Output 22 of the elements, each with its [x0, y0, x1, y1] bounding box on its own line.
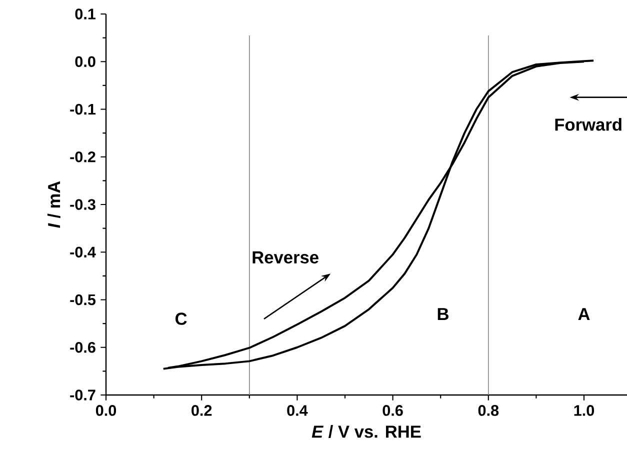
y-tick-label: -0.1 — [70, 104, 96, 115]
annotation: A — [578, 308, 590, 320]
y-tick-label: -0.7 — [70, 390, 96, 400]
annotation: B — [438, 308, 448, 320]
annotation: Forward — [555, 118, 622, 131]
y-tick-label: -0.6 — [70, 342, 96, 353]
y-tick-label: -0.2 — [70, 151, 96, 162]
x-tick-label: 0.6 — [382, 405, 403, 416]
y-tick-label: -0.4 — [70, 246, 96, 258]
y-tick-label: 0.1 — [75, 8, 96, 20]
x-tick-label: 1.0 — [574, 405, 594, 416]
annotation: C — [176, 312, 187, 325]
x-tick-label: 0.8 — [478, 405, 499, 416]
annotation: Reverse — [252, 251, 318, 264]
y-tick-label: 0.0 — [75, 56, 96, 68]
y-tick-label: -0.5 — [70, 294, 96, 306]
x-axis-title: E / V vs. RHE — [312, 425, 421, 438]
x-tick-label: 0.2 — [192, 405, 212, 416]
y-tick-label: -0.3 — [70, 199, 96, 210]
x-tick-label: 0.4 — [287, 405, 308, 416]
x-tick-label: 0.0 — [96, 405, 116, 416]
y-axis-title: I / mA — [47, 181, 60, 228]
